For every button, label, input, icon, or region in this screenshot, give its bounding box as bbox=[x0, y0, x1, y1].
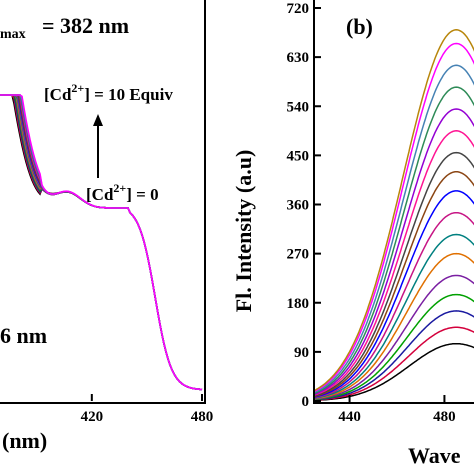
panel-b-y-tick-label-0: 0 bbox=[302, 394, 310, 410]
panel-b-x-axis-label: Wave bbox=[408, 443, 461, 468]
panel-a-x-tick-label-1: 480 bbox=[191, 409, 214, 425]
panel-b-series-2 bbox=[314, 326, 474, 401]
panel-a-curves bbox=[0, 94, 203, 391]
panel-b-y-tick-label-6: 540 bbox=[287, 99, 310, 115]
panel-b-y-tick-label-3: 270 bbox=[287, 247, 310, 263]
arrow-top-tail: ] = 10 Equiv bbox=[84, 85, 173, 104]
panel-b-x-ticks: 440 480 bbox=[338, 395, 456, 425]
panel-b-series-6 bbox=[313, 252, 474, 400]
lambda-max-sub: max bbox=[0, 27, 26, 42]
arrow-bottom-sup: 2+ bbox=[113, 181, 126, 195]
panel-b-y-ticks: 0 90 180 270 360 450 540 630 720 bbox=[287, 1, 321, 410]
arrow-top-label: [Cd2+] = 10 Equiv bbox=[44, 81, 173, 104]
panel-b-series-8 bbox=[313, 211, 474, 399]
panel-a-x-ticks: 420 480 bbox=[81, 394, 214, 425]
panel-b-y-axis-label: Fl. Intensity (a.u) bbox=[231, 150, 256, 313]
arrow-bottom-label: [Cd2+] = 0 bbox=[86, 181, 159, 204]
panel-b-series-3 bbox=[313, 310, 474, 401]
panel-b-y-tick-label-2: 180 bbox=[287, 296, 310, 312]
panel-b-series-7 bbox=[313, 233, 474, 400]
panel-b-curves bbox=[313, 29, 474, 402]
panel-b-frame bbox=[313, 0, 474, 404]
panel-a-series-16 bbox=[0, 94, 203, 391]
panel-b-series-1 bbox=[313, 342, 474, 402]
panel-a-frame bbox=[0, 0, 206, 404]
panel-b-y-tick-label-7: 630 bbox=[287, 50, 310, 66]
panel-b-series-10 bbox=[313, 170, 474, 398]
panel-b-series-11 bbox=[313, 151, 474, 397]
panel-b-series-12 bbox=[313, 130, 474, 396]
panel-b-y-tick-label-4: 360 bbox=[287, 198, 310, 214]
arrow-top-sup: 2+ bbox=[71, 81, 84, 95]
panel-b-x-tick-label-0: 440 bbox=[338, 409, 361, 425]
panel-b: 0 90 180 270 360 450 540 630 720 440 480 (b) Fl. … bbox=[231, 0, 474, 468]
panel-b-y-tick-label-8: 720 bbox=[287, 1, 310, 17]
panel-a-x-axis-label: (nm) bbox=[2, 428, 47, 453]
panel-b-series-15 bbox=[313, 64, 474, 394]
panel-b-x-tick-label-1: 480 bbox=[433, 409, 456, 425]
panel-b-series-4 bbox=[313, 293, 474, 401]
panel-a: 420 480 max = 382 nm [Cd2+] = 10 Equiv [C… bbox=[0, 0, 213, 453]
panel-b-series-13 bbox=[313, 108, 474, 396]
panel-b-label: (b) bbox=[346, 14, 373, 39]
panel-b-y-tick-label-1: 90 bbox=[294, 345, 309, 361]
panel-b-y-tick-label-5: 450 bbox=[287, 148, 310, 164]
panel-b-series-14 bbox=[313, 86, 474, 395]
concentration-arrow bbox=[93, 114, 103, 178]
arrow-bottom-tail: ] = 0 bbox=[126, 185, 158, 204]
panel-b-series-9 bbox=[313, 190, 474, 398]
panel-a-x-tick-label-0: 420 bbox=[81, 409, 104, 425]
panel-b-series-16 bbox=[313, 42, 474, 393]
secondary-wavelength-label: 6 nm bbox=[0, 323, 47, 348]
lambda-max-label: = 382 nm bbox=[42, 13, 129, 38]
panel-b-series-17 bbox=[313, 29, 474, 392]
panel-b-series-5 bbox=[313, 274, 474, 400]
